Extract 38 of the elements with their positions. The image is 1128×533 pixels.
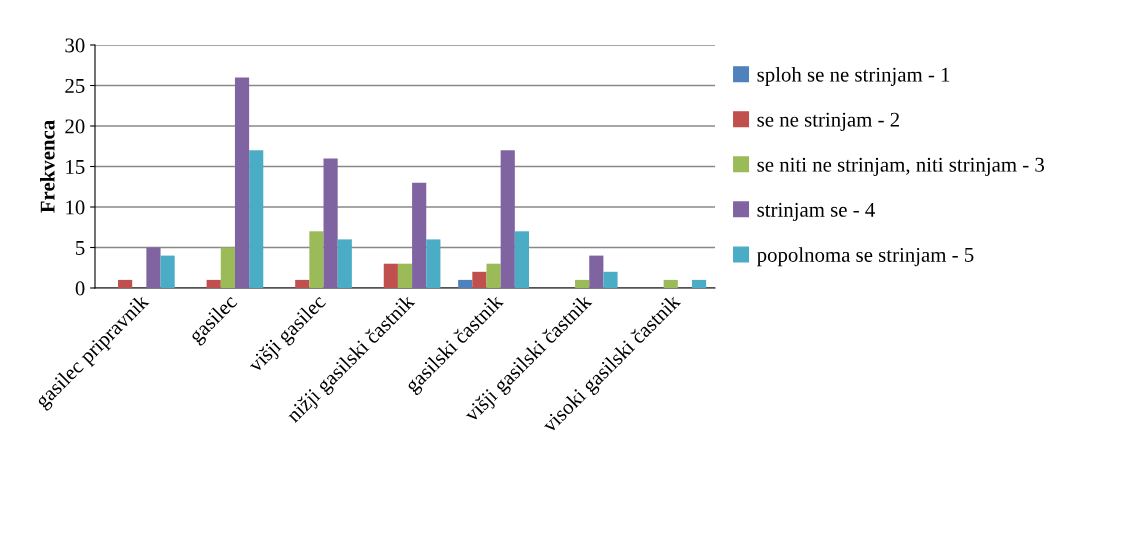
bar <box>426 239 441 288</box>
bar <box>220 247 235 288</box>
bar <box>397 263 413 288</box>
y-tick-label: 20 <box>65 119 85 134</box>
legend-label: sploh se ne strinjam - 1 <box>757 66 950 86</box>
y-tick-label: 15 <box>66 159 85 174</box>
y-tick-label: 25 <box>65 78 85 93</box>
bar <box>383 263 398 288</box>
bar <box>309 231 324 288</box>
bar <box>323 158 338 288</box>
bar <box>486 263 501 288</box>
y-tick-label: 5 <box>76 241 85 255</box>
y-tick-label: 10 <box>66 200 85 215</box>
bar <box>603 271 618 288</box>
y-tick-label: 30 <box>65 38 85 53</box>
bar <box>412 182 427 288</box>
bar <box>295 279 310 288</box>
bar <box>206 279 221 288</box>
legend-label: se ne strinjam - 2 <box>757 112 899 131</box>
bar <box>160 255 175 288</box>
bar <box>118 279 133 288</box>
bar <box>458 279 473 288</box>
legend-label: se niti ne strinjam, niti strinjam - 3 <box>757 157 1045 177</box>
bar <box>234 77 250 288</box>
bar <box>691 279 707 288</box>
bar <box>472 271 487 288</box>
bar <box>337 239 352 288</box>
y-tick-label: 0 <box>75 281 85 296</box>
y-axis-title: Frekvenca <box>40 120 55 213</box>
bar <box>589 255 604 288</box>
bar <box>514 231 529 288</box>
legend-label: popolnoma se strinjam - 5 <box>757 247 974 267</box>
bar <box>146 247 161 288</box>
bar <box>500 150 515 288</box>
bar <box>663 279 678 288</box>
bar <box>249 150 264 288</box>
bar <box>575 279 590 288</box>
legend-label: strinjam se - 4 <box>757 202 875 222</box>
